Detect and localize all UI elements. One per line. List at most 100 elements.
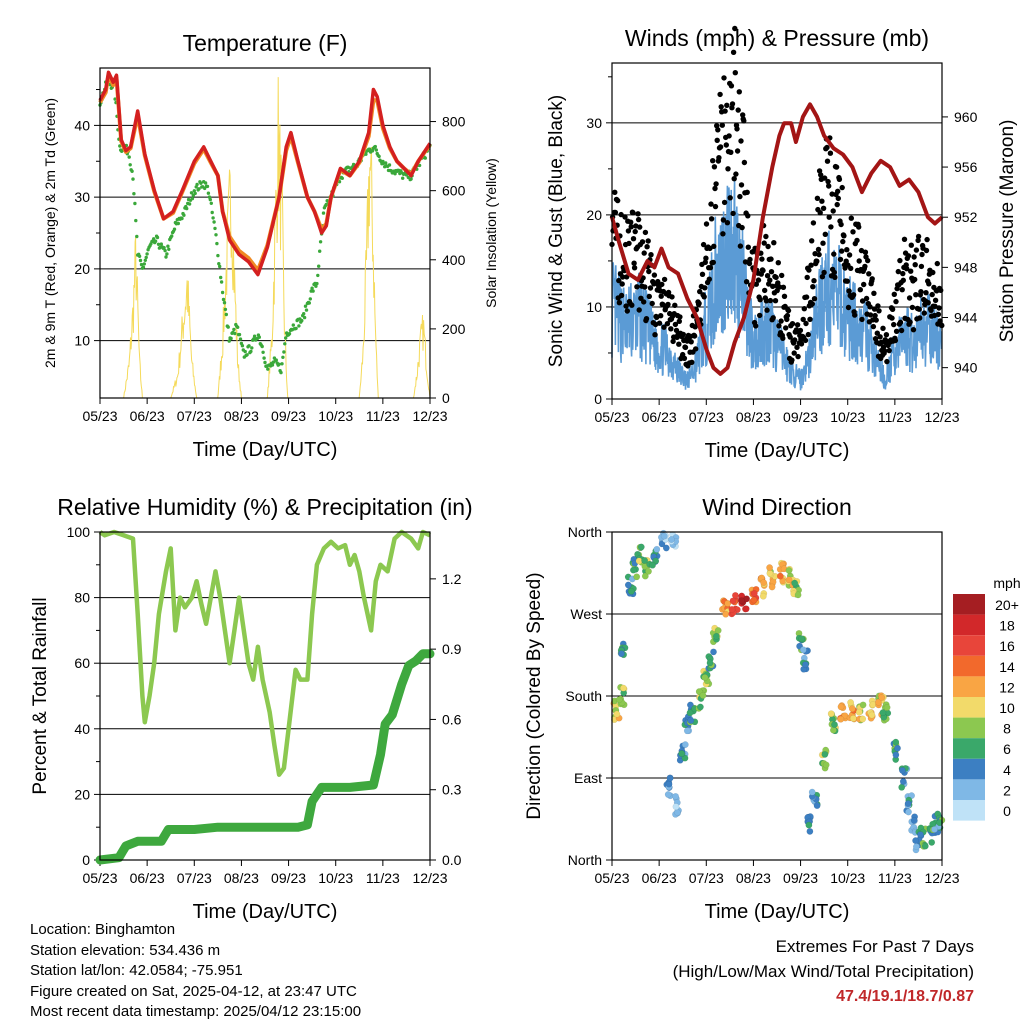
solar-ylabel: Solar Insolation (Yellow) (483, 158, 499, 308)
dewpoint-point (282, 350, 286, 354)
gust-point (664, 321, 671, 327)
gust-point (767, 277, 773, 283)
legend-swatch (953, 758, 985, 780)
gust-point (676, 318, 682, 324)
gust-point (816, 251, 822, 258)
gust-point (841, 233, 847, 239)
dewpoint-point (217, 262, 221, 266)
gust-point (723, 142, 729, 148)
panel-3-xlabel: Time (Day/UTC) (193, 901, 338, 923)
dewpoint-point (199, 181, 203, 185)
direction-point (665, 780, 673, 788)
legend-swatch (953, 676, 985, 697)
gust-point (624, 308, 630, 314)
direction-point (785, 567, 793, 574)
gust-point (892, 337, 899, 344)
dewpoint-point (203, 181, 208, 185)
direction-point (898, 783, 906, 791)
direction-point (615, 696, 623, 704)
gust-point (869, 276, 875, 282)
gust-point (866, 271, 872, 277)
dewpoint-point (340, 176, 344, 180)
dewpoint-series (98, 79, 432, 375)
gust-point (708, 216, 715, 222)
gust-point (721, 199, 728, 206)
direction-point (653, 545, 661, 553)
gust-point (810, 220, 817, 226)
direction-point (668, 536, 675, 543)
gust-point (913, 247, 920, 253)
x-tick-label: 09/23 (271, 870, 306, 886)
gust-point (738, 182, 745, 188)
gust-point (734, 126, 740, 132)
direction-point (827, 710, 835, 718)
gust-point (692, 324, 698, 330)
dewpoint-point (152, 237, 156, 241)
gust-point (753, 281, 759, 287)
station-info: Location: Binghamton Station elevation: … (30, 920, 361, 1023)
dewpoint-point (143, 258, 147, 262)
direction-point (728, 606, 736, 613)
gust-point (897, 257, 903, 264)
x-tick-label: 05/23 (82, 870, 117, 886)
x-tick-label: 08/23 (736, 870, 771, 886)
plot-border (99, 531, 431, 861)
gust-point (929, 291, 935, 298)
direction-point (713, 632, 720, 640)
gust-point (741, 118, 747, 124)
dewpoint-point (133, 201, 137, 206)
dewpoint-point (297, 324, 301, 328)
gust-point (612, 209, 619, 216)
dewpoint-point (165, 252, 169, 256)
wind-ylabel: Sonic Wind & Gust (Blue, Black) (546, 95, 567, 367)
legend-label: 4 (1003, 762, 1011, 778)
gust-point (648, 252, 654, 258)
direction-point (766, 564, 773, 571)
dewpoint-point (223, 307, 228, 312)
dewpoint-point (266, 367, 270, 371)
x-tick-label: 05/23 (82, 408, 117, 424)
dewpoint-point (280, 362, 284, 366)
gust-point (730, 49, 737, 55)
dewpoint-point (132, 192, 136, 196)
gust-point (899, 287, 905, 293)
dewpoint-point (238, 337, 243, 341)
dewpoint-point (277, 362, 281, 366)
gust-point (848, 215, 854, 221)
gust-point (808, 262, 814, 268)
dewpoint-point (232, 327, 236, 332)
gust-point (639, 239, 646, 245)
gust-point (642, 284, 648, 290)
gust-point (652, 332, 658, 338)
gust-point (716, 155, 722, 161)
direction-point (722, 610, 730, 618)
legend-swatch (953, 614, 985, 636)
gust-point (845, 304, 852, 311)
gust-point (877, 334, 883, 340)
dewpoint-point (243, 349, 247, 354)
y-tick-label: 0 (82, 852, 90, 868)
x-tick-label: 08/23 (736, 409, 771, 425)
gust-point (891, 291, 897, 297)
direction-point (806, 828, 814, 835)
gust-point (741, 159, 748, 166)
direction-point (687, 701, 694, 709)
dewpoint-point (374, 148, 378, 152)
gust-point (803, 294, 810, 300)
legend-swatch (953, 800, 985, 821)
gust-point (780, 284, 787, 290)
x-tick-label: 06/23 (642, 409, 677, 425)
dewpoint-point (197, 187, 201, 191)
gust-point (771, 240, 777, 246)
y-tick-label: 10 (74, 333, 90, 349)
direction-point (892, 751, 900, 759)
direction-point (913, 843, 920, 850)
y2-tick-label: 0.6 (442, 711, 462, 727)
gust-point (930, 269, 936, 276)
gust-point (615, 197, 621, 204)
y-tick-label: 60 (74, 655, 90, 671)
gust-point (862, 249, 869, 255)
dewpoint-point (263, 360, 267, 365)
gust-point (893, 328, 900, 334)
